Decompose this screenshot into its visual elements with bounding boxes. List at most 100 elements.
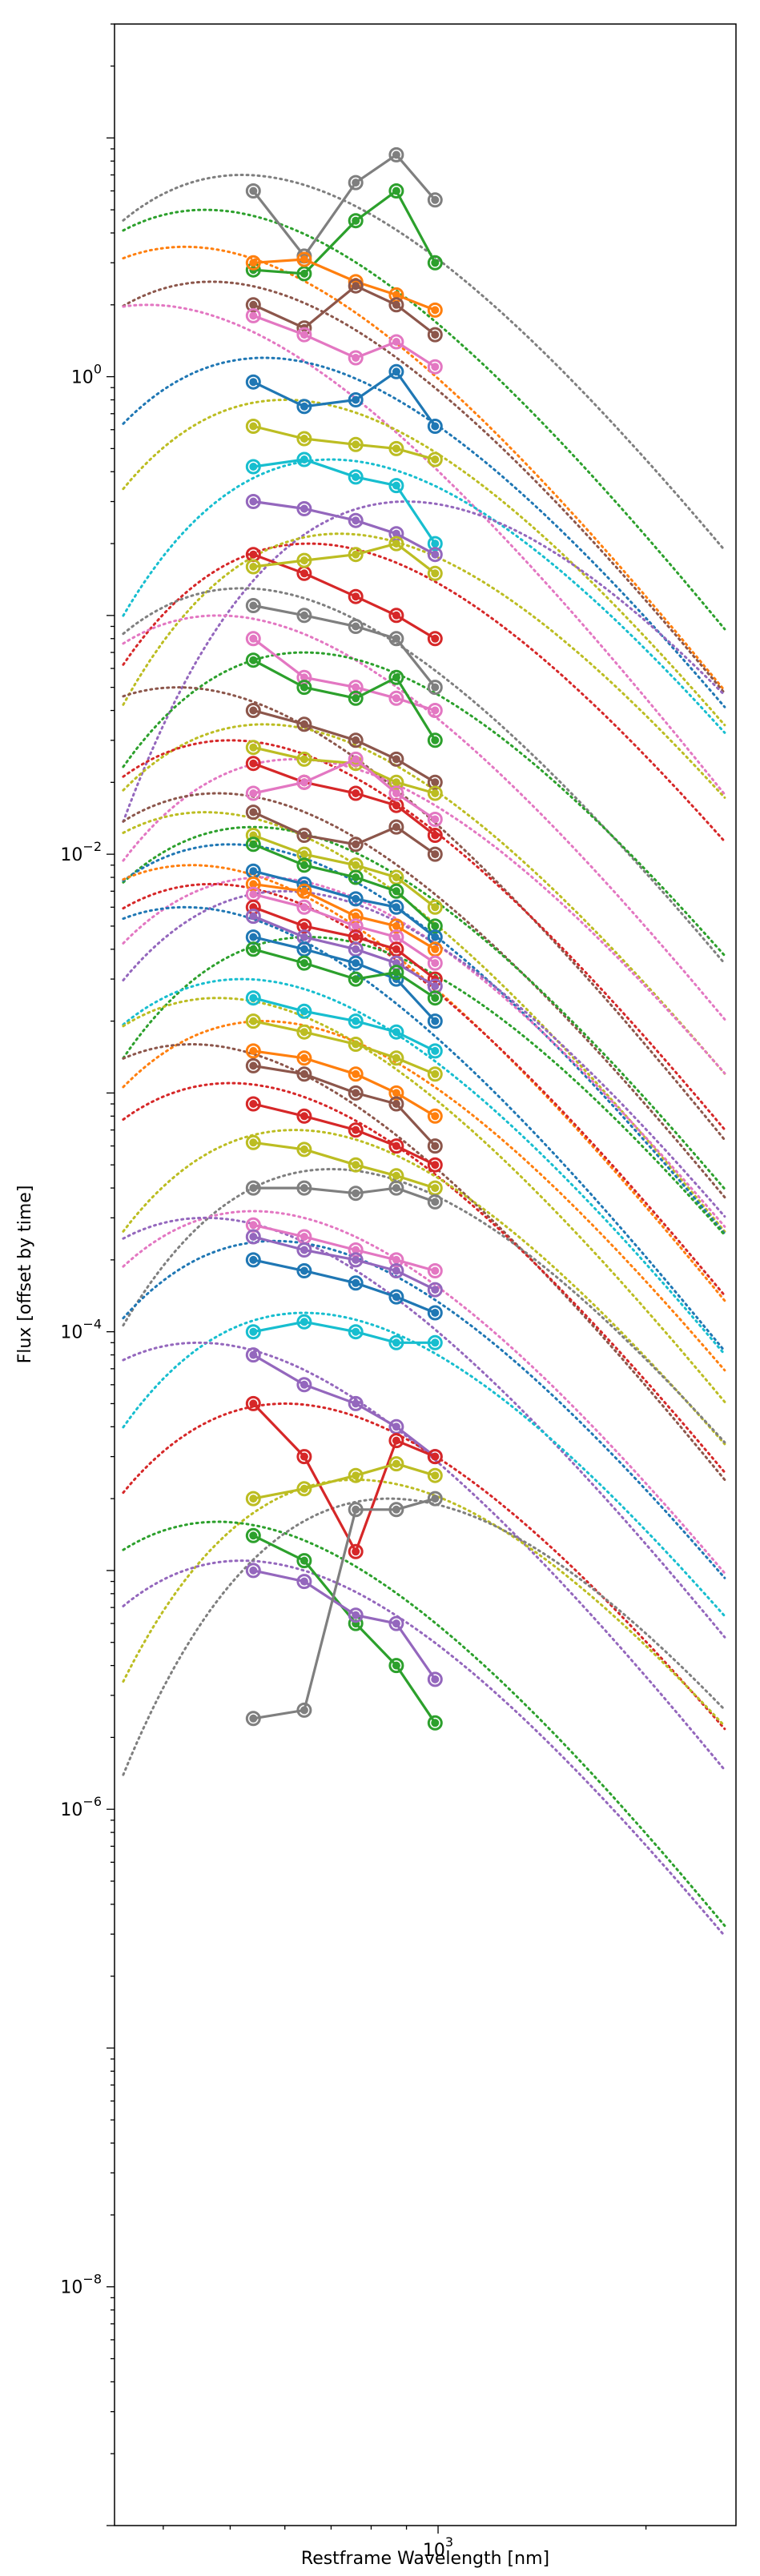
data-point: [431, 1142, 440, 1150]
data-point-ring: [427, 732, 443, 748]
data-point-ring: [427, 846, 443, 862]
data-point-ring: [296, 680, 312, 696]
data-point: [352, 1161, 360, 1170]
data-point: [300, 455, 308, 463]
data-point-ring: [427, 828, 443, 843]
data-point-ring: [427, 359, 443, 375]
data-series: [245, 1491, 443, 1727]
fit-curve: [122, 173, 726, 552]
data-point-ring: [427, 1671, 443, 1687]
data-point: [352, 1278, 360, 1287]
data-point-ring: [296, 1050, 312, 1066]
data-point: [392, 634, 400, 643]
data-point-ring: [427, 1715, 443, 1731]
series-line: [252, 1258, 436, 1314]
data-point: [249, 1233, 258, 1241]
data-point: [352, 1017, 360, 1025]
data-point-ring: [245, 941, 261, 957]
fit-curve: [122, 905, 726, 1353]
data-point-ring: [388, 1502, 404, 1518]
data-point-ring: [348, 955, 364, 971]
data-point: [249, 1350, 258, 1359]
data-point: [300, 269, 308, 278]
data-point-ring: [348, 436, 364, 452]
series-line: [253, 458, 436, 544]
data-point-ring: [245, 1347, 261, 1363]
data-point: [249, 912, 258, 921]
data-point: [392, 367, 400, 376]
data-point: [352, 1611, 360, 1619]
data-point: [300, 1069, 308, 1078]
data-point-ring: [245, 183, 261, 199]
data-point-ring: [296, 399, 312, 415]
data-point: [392, 1100, 400, 1108]
data-point: [392, 1436, 400, 1445]
data-point: [249, 1221, 258, 1230]
data-point: [352, 1189, 360, 1198]
data-point-ring: [427, 990, 443, 1006]
data-point-ring: [427, 1263, 443, 1278]
data-point-ring: [388, 1289, 404, 1305]
series-line: [253, 1141, 436, 1190]
data-point: [300, 861, 308, 869]
data-point-ring: [388, 1334, 404, 1350]
data-point: [392, 945, 400, 953]
data-point-ring: [296, 327, 312, 343]
data-point: [431, 1675, 440, 1683]
data-point-ring: [388, 1263, 404, 1278]
data-point: [431, 550, 440, 559]
data-point: [431, 683, 440, 692]
fit-curve: [122, 587, 726, 965]
data-point: [249, 706, 258, 715]
fit-curve: [122, 1167, 726, 1444]
data-point-ring: [388, 1615, 404, 1631]
data-point: [352, 472, 360, 481]
data-point: [300, 1028, 308, 1037]
x-tick-label: 103: [423, 2534, 453, 2561]
data-point-ring: [296, 1377, 312, 1393]
series-line: [253, 258, 436, 311]
data-point-ring: [245, 909, 261, 925]
data-point: [249, 840, 258, 849]
data-point: [392, 968, 400, 977]
data-point-ring: [245, 740, 261, 756]
data-point: [352, 945, 360, 953]
data-point-ring: [245, 374, 261, 390]
fit-curve: [122, 757, 726, 1075]
data-point: [300, 1184, 308, 1193]
fit-curve: [122, 792, 726, 1199]
series-line: [253, 1049, 436, 1117]
data-point-ring: [348, 891, 364, 907]
data-point: [300, 1233, 308, 1241]
fit-curve: [122, 651, 726, 957]
fit-curve: [122, 398, 726, 727]
data-point-ring: [245, 494, 261, 509]
data-point: [300, 1053, 308, 1062]
data-point: [249, 743, 258, 752]
data-point-ring: [348, 1157, 364, 1173]
data-point: [249, 563, 258, 571]
data-point-ring: [348, 1395, 364, 1411]
data-point-ring: [388, 146, 404, 163]
data-point: [352, 694, 360, 703]
data-series: [245, 598, 443, 696]
data-series: [245, 251, 443, 318]
data-point: [249, 880, 258, 889]
data-point-ring: [348, 1122, 364, 1138]
data-point: [249, 890, 258, 899]
series-line: [252, 1223, 436, 1273]
data-series: [245, 631, 443, 718]
data-point-ring: [348, 350, 364, 366]
data-point-ring: [296, 1449, 312, 1465]
data-point-ring: [296, 266, 312, 282]
data-point-ring: [245, 1229, 261, 1245]
data-point-ring: [245, 804, 261, 821]
data-point: [352, 959, 360, 968]
data-point-ring: [388, 608, 404, 624]
data-point-ring: [296, 1574, 312, 1590]
data-point: [431, 1266, 440, 1275]
data-point-ring: [348, 1085, 364, 1101]
data-point: [392, 933, 400, 941]
data-point: [431, 422, 440, 431]
data-point: [249, 187, 258, 195]
